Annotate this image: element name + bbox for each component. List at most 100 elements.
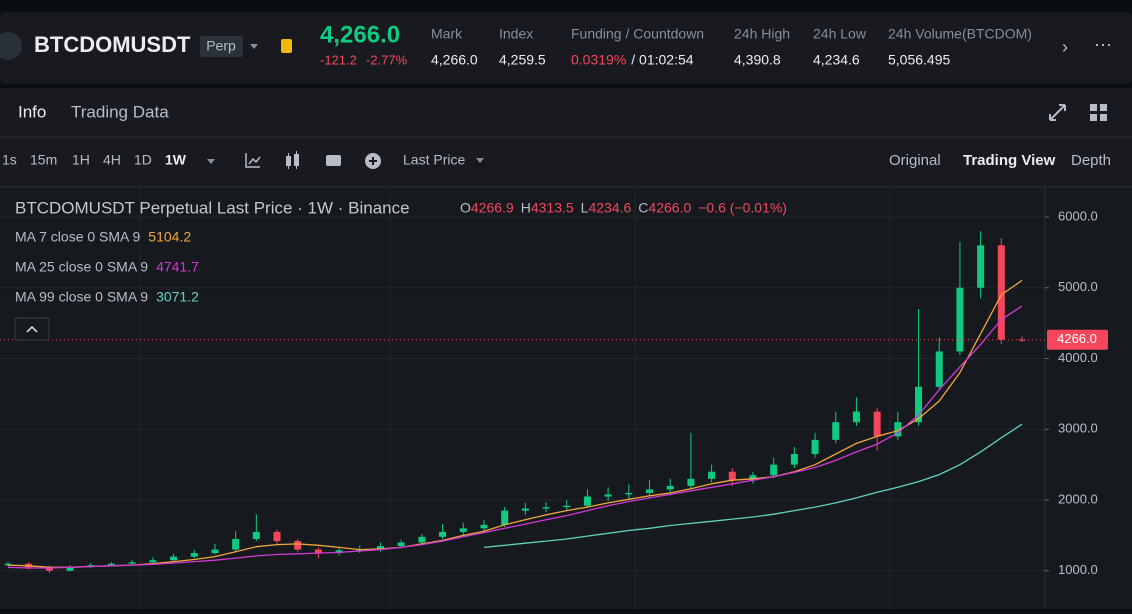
stat-value: 4,259.5 <box>499 52 546 68</box>
stat-value: 4,266.0 <box>431 52 478 68</box>
chart-area <box>0 188 1132 609</box>
screenshot-icon[interactable] <box>326 155 341 166</box>
badge: Perp <box>206 38 236 54</box>
candle-body <box>977 245 985 288</box>
candle-body <box>728 471 736 481</box>
legend-value: 5104.2 <box>148 229 191 245</box>
candle-body <box>563 505 571 508</box>
stat-label: 24h High <box>734 26 790 42</box>
candle-body <box>314 549 322 554</box>
ohlc-key: O <box>460 200 471 216</box>
last-price: 4,266.0 <box>320 21 400 48</box>
change-pct: -2.77% <box>366 52 408 67</box>
candle-body <box>873 411 881 437</box>
candle-body <box>501 510 509 525</box>
candle-body <box>997 245 1005 340</box>
indicator-icon[interactable] <box>245 153 261 168</box>
view-option[interactable]: Trading View <box>963 152 1056 169</box>
y-tick-label: 2000.0 <box>1058 491 1098 506</box>
view-option[interactable]: Depth <box>1071 152 1111 169</box>
legend-value: 4741.7 <box>156 259 199 275</box>
favorite-icon[interactable] <box>281 39 292 53</box>
candle-body <box>87 565 95 567</box>
change: -121.2 <box>320 52 357 67</box>
price-type[interactable]: Last Price <box>403 152 465 168</box>
interval-caret[interactable] <box>207 159 215 164</box>
candle-body <box>811 439 819 455</box>
candle-body <box>770 464 778 476</box>
collapse-button[interactable] <box>14 317 50 341</box>
ohlc-key: H <box>521 200 531 216</box>
candle-body <box>1018 339 1026 341</box>
y-tick-label: 3000.0 <box>1058 421 1098 436</box>
last-price-label: 4266.0 <box>1057 331 1097 346</box>
stat-extra: / 01:02:54 <box>631 52 693 68</box>
y-tick-label: 6000.0 <box>1058 208 1098 223</box>
candle-body <box>252 531 260 539</box>
stat-label: 24h Low <box>813 26 867 42</box>
candle-body <box>832 422 840 440</box>
last-price-box <box>1047 329 1108 350</box>
candle-body <box>749 475 757 481</box>
candle-body <box>294 541 302 550</box>
y-tick-label: 1000.0 <box>1058 562 1098 577</box>
expand-icon[interactable] <box>1049 104 1066 121</box>
interval[interactable]: 15m <box>30 152 57 168</box>
stat-label: Mark <box>431 26 463 42</box>
legend-name: MA 7 close 0 SMA 9 <box>15 229 140 245</box>
legend-name: MA 25 close 0 SMA 9 <box>15 259 148 275</box>
candle-body <box>935 351 943 387</box>
y-tick-label: 5000.0 <box>1058 279 1098 294</box>
candle-body <box>439 531 447 537</box>
candle-body <box>666 485 674 490</box>
candle-type-icon[interactable] <box>286 151 299 169</box>
candle-body <box>128 562 136 564</box>
y-tick-label: 4000.0 <box>1058 350 1098 365</box>
interval[interactable]: 1s <box>2 152 17 168</box>
legend-value: 3071.2 <box>156 289 199 305</box>
ohlc-value: 4313.5 <box>531 200 574 216</box>
candle-body <box>604 494 612 497</box>
scroll-right[interactable]: › <box>1062 37 1068 57</box>
candle-body <box>232 538 240 550</box>
candle-body <box>66 566 74 571</box>
ohlc-key: L <box>581 200 589 216</box>
view-option[interactable]: Original <box>889 152 941 169</box>
ohlc-value: 4266.9 <box>471 200 514 216</box>
candle-body <box>273 531 281 542</box>
candle-body <box>790 454 798 465</box>
symbol[interactable]: BTCDOMUSDT <box>34 32 191 57</box>
ohlc-key: C <box>638 200 648 216</box>
interval[interactable]: 1H <box>72 152 90 168</box>
tab[interactable]: Trading Data <box>71 102 169 121</box>
ohlc-value: 4266.0 <box>648 200 691 216</box>
candle-body <box>915 386 923 423</box>
add-icon-plus <box>369 157 377 165</box>
layout-icon[interactable] <box>1090 104 1107 121</box>
candle-body <box>4 563 12 566</box>
interval[interactable]: 1W <box>165 152 187 168</box>
vertical-grid <box>139 188 891 609</box>
tab[interactable]: Info <box>18 102 46 121</box>
dropdown-caret[interactable] <box>250 44 258 49</box>
more-menu[interactable]: ⋯ <box>1094 35 1112 55</box>
candle-body <box>397 542 405 547</box>
price-type-caret[interactable] <box>476 158 484 163</box>
stat-label: 24h Volume(BTCDOM) <box>888 26 1032 42</box>
interval[interactable]: 1D <box>134 152 152 168</box>
coin-icon <box>0 32 22 60</box>
candle-body <box>376 546 384 550</box>
candle-body <box>149 560 157 563</box>
ma-line <box>483 423 1023 549</box>
interval[interactable]: 4H <box>103 152 121 168</box>
badge-bg <box>200 36 243 57</box>
candle-body <box>45 567 53 571</box>
stat-label: Funding / Countdown <box>571 26 704 42</box>
legend-name: MA 99 close 0 SMA 9 <box>15 289 148 305</box>
ticker-bar <box>0 12 1132 84</box>
candle-body <box>542 507 550 509</box>
stat-value: 4,390.8 <box>734 52 781 68</box>
candle-body <box>190 553 198 557</box>
